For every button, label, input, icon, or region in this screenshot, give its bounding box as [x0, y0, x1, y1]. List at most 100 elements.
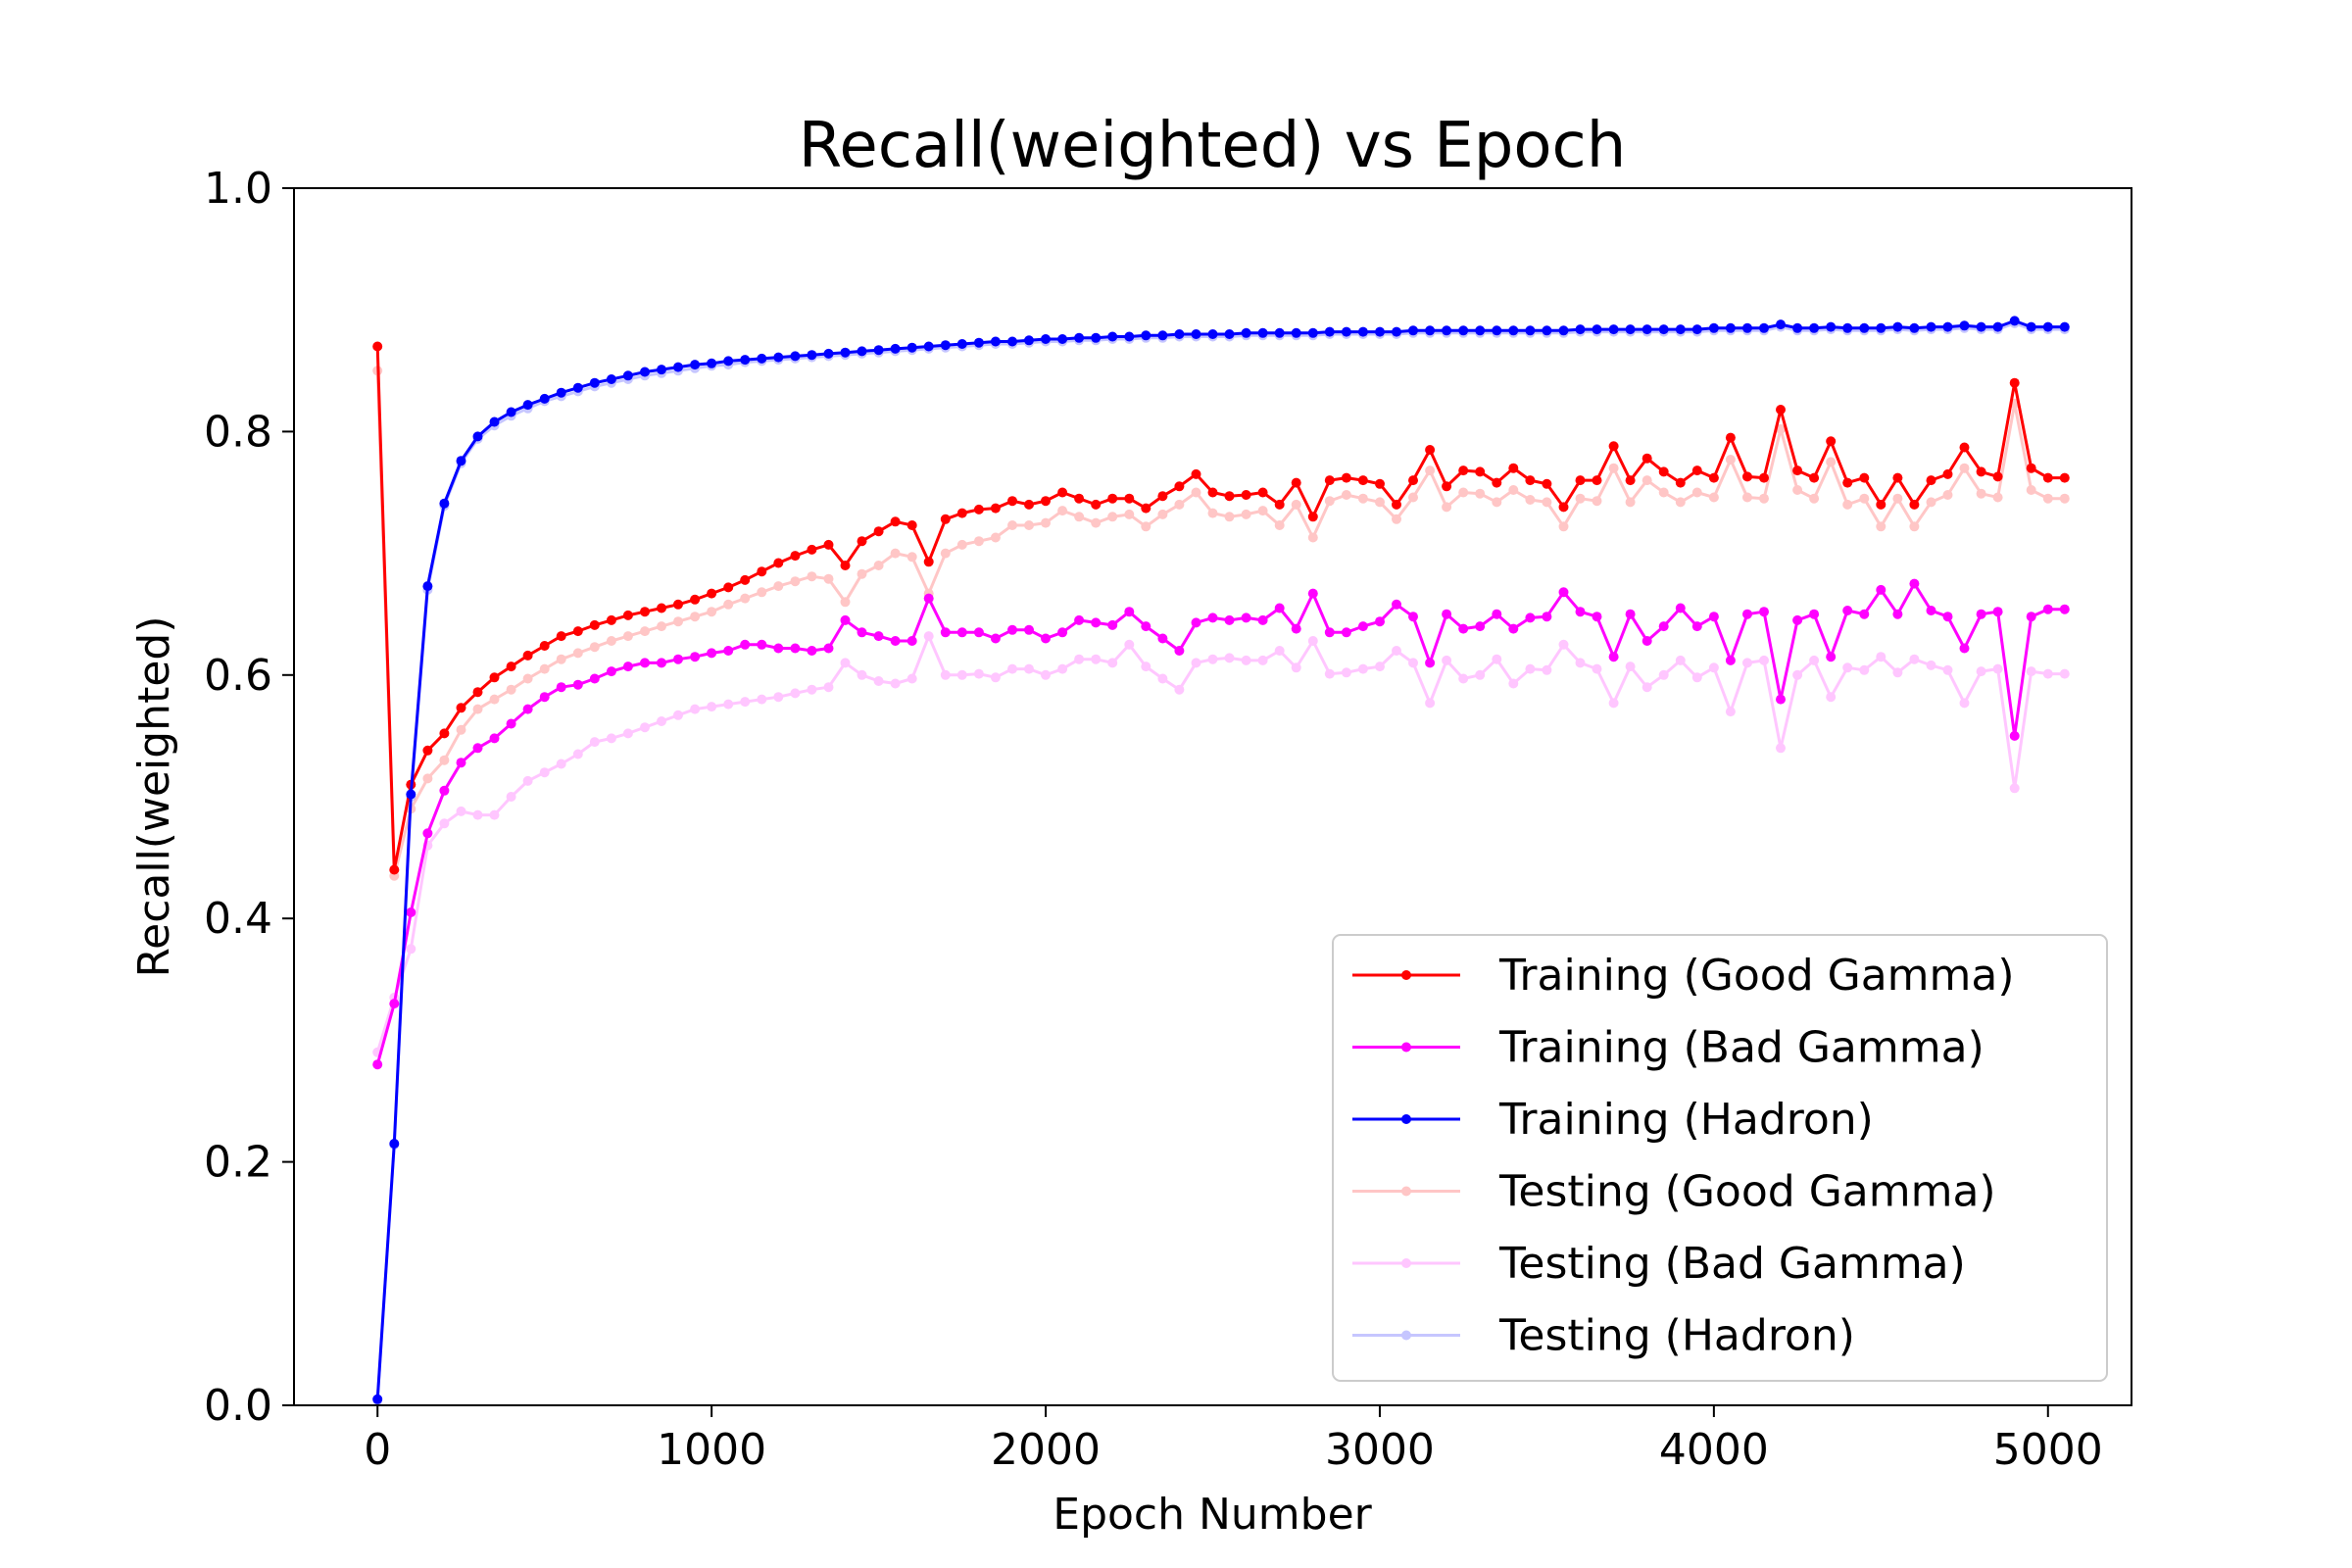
data-point	[2042, 472, 2053, 483]
data-point	[840, 658, 851, 668]
data-point	[456, 758, 466, 768]
legend-entry: Training (Bad Gamma)	[1352, 1023, 1984, 1073]
data-point	[640, 658, 650, 668]
data-point	[439, 785, 450, 796]
data-point	[1508, 678, 1519, 689]
data-point	[940, 340, 951, 351]
data-point	[1575, 324, 1586, 335]
data-point	[1141, 662, 1152, 672]
data-point	[1475, 488, 1486, 499]
data-point	[857, 627, 867, 638]
data-point	[1558, 502, 1569, 513]
data-point	[1041, 334, 1051, 344]
x-tick-label: 3000	[1325, 1425, 1435, 1475]
data-point	[1959, 643, 1970, 654]
data-point	[539, 393, 550, 404]
data-point	[1392, 499, 1401, 510]
data-point	[823, 682, 834, 693]
data-point	[1542, 664, 1552, 675]
data-point	[940, 627, 951, 638]
data-point	[990, 532, 1001, 543]
data-point	[790, 351, 801, 362]
data-point	[923, 341, 934, 352]
data-point	[1876, 322, 1886, 333]
data-point	[1776, 319, 1786, 330]
data-point	[1976, 666, 1986, 677]
data-point	[873, 631, 884, 642]
data-point	[690, 360, 701, 370]
data-point	[1959, 698, 1970, 709]
data-point	[1792, 466, 1803, 476]
data-point	[1425, 325, 1436, 336]
legend-entry: Testing (Bad Gamma)	[1352, 1239, 1966, 1289]
data-point	[1458, 623, 1469, 634]
data-point	[1542, 497, 1552, 508]
data-point	[890, 548, 901, 559]
data-point	[757, 694, 767, 705]
data-point	[2009, 377, 2020, 388]
data-point	[1892, 609, 1903, 619]
data-point	[1725, 322, 1736, 333]
series-1	[372, 341, 2070, 875]
data-point	[1892, 321, 1903, 332]
data-point	[1492, 497, 1502, 508]
legend-swatch	[1352, 1186, 1460, 1197]
data-point	[773, 581, 784, 592]
data-point	[506, 718, 516, 729]
data-point	[1625, 497, 1636, 508]
data-point	[723, 599, 734, 610]
data-point	[1257, 655, 1268, 665]
data-point	[1909, 322, 1920, 333]
data-point	[1091, 332, 1102, 343]
data-point	[1257, 506, 1268, 516]
data-point	[372, 1059, 383, 1070]
data-point	[456, 724, 466, 735]
data-point	[606, 374, 616, 384]
data-point	[1392, 326, 1401, 337]
data-point	[1876, 521, 1886, 532]
plot-area-frame	[293, 187, 2132, 1406]
data-point	[807, 684, 817, 695]
data-point	[1992, 471, 2003, 482]
data-point	[1691, 487, 1702, 498]
data-point	[840, 561, 851, 570]
series-4	[372, 366, 2070, 881]
data-point	[740, 355, 751, 366]
data-point	[2026, 612, 2036, 622]
data-point	[1642, 475, 1652, 486]
data-point	[439, 755, 450, 765]
data-point	[1859, 472, 1870, 483]
data-point	[2059, 604, 2070, 614]
data-point	[1826, 457, 1837, 467]
data-point	[439, 728, 450, 739]
y-tick-label: 0.2	[204, 1138, 272, 1188]
data-point	[1107, 658, 1118, 668]
data-point	[1191, 468, 1201, 479]
data-point	[2042, 493, 2053, 504]
data-point	[1174, 646, 1185, 656]
data-point	[1341, 472, 1351, 483]
data-point	[1792, 669, 1803, 680]
data-point	[1041, 496, 1051, 507]
legend-label: Testing (Bad Gamma)	[1498, 1239, 1966, 1289]
data-point	[640, 722, 650, 733]
data-point	[1859, 493, 1870, 504]
data-point	[2009, 783, 2020, 794]
data-point	[1207, 329, 1218, 339]
data-point	[923, 631, 934, 642]
data-point	[1776, 743, 1786, 754]
data-point	[2042, 321, 2053, 332]
data-point	[973, 536, 984, 547]
data-point	[422, 745, 433, 756]
legend-label: Training (Bad Gamma)	[1498, 1023, 1984, 1073]
data-point	[657, 658, 666, 668]
x-tick-label: 2000	[991, 1425, 1101, 1475]
data-point	[1074, 654, 1085, 664]
data-point	[823, 539, 834, 550]
data-point	[1776, 405, 1786, 415]
data-point	[1492, 325, 1502, 336]
data-point	[1024, 624, 1034, 635]
data-point	[1207, 654, 1218, 664]
data-point	[790, 551, 801, 562]
y-tick-label: 0.8	[204, 407, 272, 457]
